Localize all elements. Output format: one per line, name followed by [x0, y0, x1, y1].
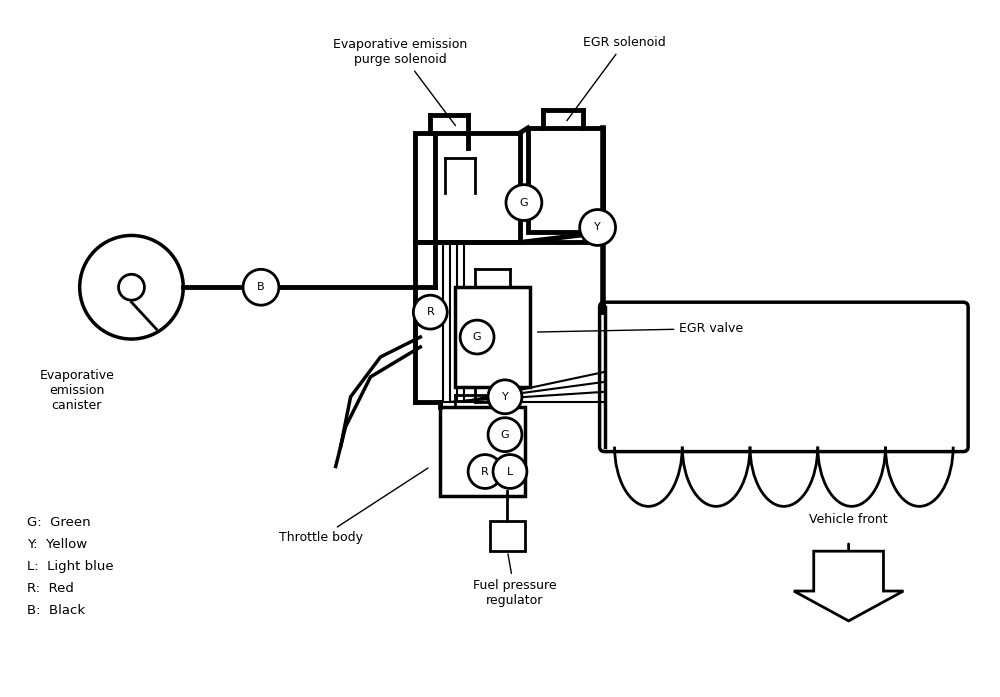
Text: Vehicle front: Vehicle front: [809, 513, 888, 526]
Text: B:  Black: B: Black: [27, 604, 85, 617]
Circle shape: [580, 210, 616, 245]
FancyBboxPatch shape: [440, 407, 525, 496]
FancyBboxPatch shape: [490, 521, 525, 551]
Text: Evaporative
emission
canister: Evaporative emission canister: [39, 369, 114, 412]
Text: Y:  Yellow: Y: Yellow: [27, 538, 87, 551]
Text: G: G: [501, 429, 509, 440]
Polygon shape: [794, 551, 903, 621]
Text: G: G: [520, 197, 528, 208]
Text: Y: Y: [594, 222, 601, 233]
Circle shape: [468, 454, 502, 489]
Text: EGR valve: EGR valve: [538, 322, 743, 335]
Text: B: B: [257, 282, 265, 292]
FancyBboxPatch shape: [600, 302, 968, 452]
Circle shape: [493, 454, 527, 489]
Text: L: L: [507, 466, 513, 477]
Text: R:  Red: R: Red: [27, 582, 74, 595]
Circle shape: [506, 185, 542, 220]
Text: Evaporative emission
purge solenoid: Evaporative emission purge solenoid: [333, 38, 468, 125]
Circle shape: [488, 418, 522, 452]
FancyBboxPatch shape: [415, 133, 520, 243]
Text: G:  Green: G: Green: [27, 516, 91, 529]
Text: R: R: [481, 466, 489, 477]
FancyBboxPatch shape: [528, 128, 603, 233]
Circle shape: [488, 380, 522, 414]
Text: Fuel pressure
regulator: Fuel pressure regulator: [473, 554, 557, 607]
FancyBboxPatch shape: [455, 287, 530, 387]
Circle shape: [243, 269, 279, 305]
Circle shape: [460, 320, 494, 354]
Text: L:  Light blue: L: Light blue: [27, 560, 114, 573]
Text: Y: Y: [502, 392, 508, 401]
Circle shape: [413, 296, 447, 329]
Text: G: G: [473, 332, 481, 342]
Text: EGR solenoid: EGR solenoid: [567, 36, 666, 121]
Text: R: R: [426, 307, 434, 317]
Text: Throttle body: Throttle body: [279, 468, 428, 544]
